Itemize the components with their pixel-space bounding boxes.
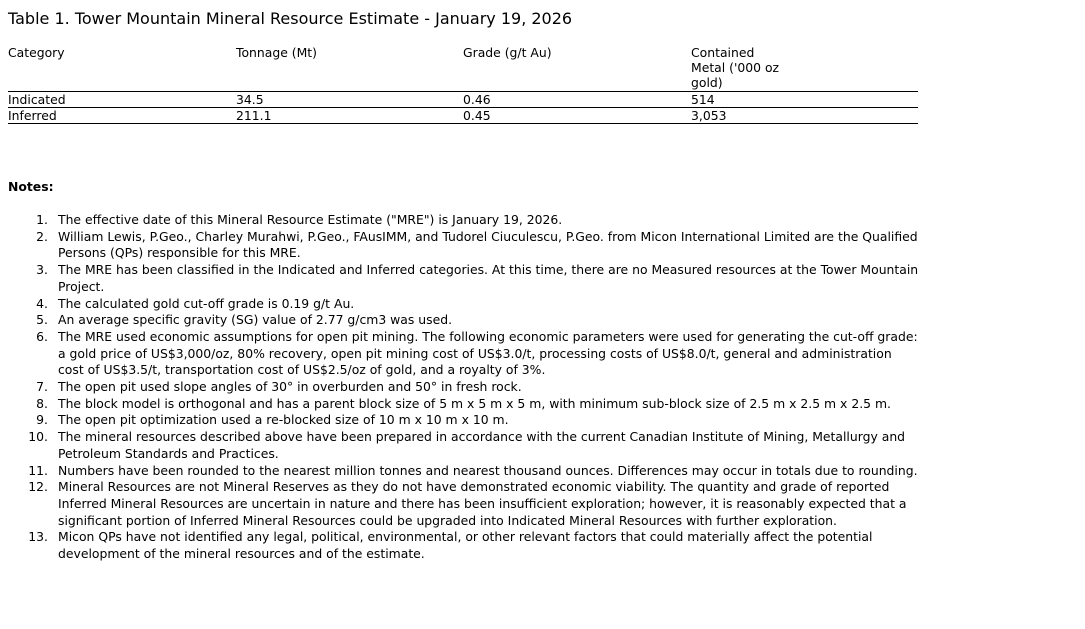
note-text: The effective date of this Mineral Resou… — [58, 212, 563, 227]
note-text: The MRE used economic assumptions for op… — [58, 328, 918, 378]
table-header-row: Category Tonnage (Mt) Grade (g/t Au) Con… — [8, 45, 918, 92]
cell-grade: 0.46 — [463, 92, 491, 107]
note-number: 4. — [36, 295, 48, 311]
note-item: 8. The block model is orthogonal and has … — [36, 395, 920, 413]
cell-tonnage: 34.5 — [236, 92, 264, 107]
cell-category: Inferred — [8, 108, 57, 123]
note-number: 11. — [28, 462, 48, 478]
note-number: 9. — [36, 412, 48, 428]
note-number: 1. — [36, 212, 48, 227]
note-number: 5. — [36, 312, 48, 328]
note-number: 2. — [36, 228, 48, 244]
table-row: Indicated 34.5 0.46 514 — [8, 92, 918, 108]
note-item: 13. Micon QPs have not identified any leg… — [28, 529, 920, 562]
header-grade: Grade (g/t Au) — [463, 45, 552, 60]
note-number: 8. — [36, 395, 48, 411]
note-text: The open pit used slope angles of 30° in… — [58, 379, 522, 395]
note-item: 7. The open pit used slope angles of 30° … — [36, 379, 920, 396]
note-number: 6. — [36, 328, 48, 344]
cell-contained-metal: 514 — [691, 92, 715, 107]
header-contained-metal: Contained Metal ('000 oz gold) — [691, 45, 780, 90]
cell-contained-metal: 3,053 — [691, 108, 727, 123]
note-text: William Lewis, P.Geo., Charley Murahwi, … — [58, 228, 918, 261]
header-category: Category — [8, 45, 65, 60]
table-title: Table 1. Tower Mountain Mineral Resource… — [8, 9, 573, 28]
note-text: The open pit optimization used a re-bloc… — [58, 412, 509, 428]
notes-list: 1. The effective date of this Mineral Res… — [28, 212, 920, 563]
note-number: 13. — [28, 529, 48, 545]
note-text: The block model is orthogonal and has a … — [58, 395, 891, 411]
note-text: The MRE has been classified in the Indic… — [58, 262, 919, 294]
header-tonnage: Tonnage (Mt) — [236, 45, 317, 60]
note-item: 2. William Lewis, P.Geo., Charley Murahwi… — [36, 228, 920, 262]
cell-category: Indicated — [8, 92, 66, 107]
note-number: 12. — [28, 479, 48, 495]
table-row: Inferred 211.1 0.45 3,053 — [8, 108, 918, 124]
note-item: 11. Numbers have been rounded to the near… — [28, 462, 920, 480]
cell-grade: 0.45 — [463, 108, 491, 123]
note-item: 4. The calculated gold cut-off grade is 0… — [36, 295, 920, 313]
note-item: 9. The open pit optimization used a re-bl… — [36, 412, 920, 429]
resource-table: Category Tonnage (Mt) Grade (g/t Au) Con… — [8, 45, 918, 124]
note-text: The calculated gold cut-off grade is 0.1… — [58, 295, 355, 311]
note-item: 3. The MRE has been classified in the Ind… — [36, 262, 920, 295]
note-item: 6. The MRE used economic assumptions for … — [36, 328, 920, 379]
note-number: 3. — [36, 262, 48, 278]
note-item: 12. Mineral Resources are not Mineral Res… — [28, 479, 920, 529]
note-text: The mineral resources described above ha… — [58, 429, 906, 461]
note-item: 5. An average specific gravity (SG) value… — [36, 312, 920, 329]
note-text: Micon QPs have not identified any legal,… — [58, 529, 873, 562]
note-item: 10. The mineral resources described above… — [28, 429, 920, 462]
note-number: 7. — [36, 379, 48, 395]
note-text: Mineral Resources are not Mineral Reserv… — [58, 479, 907, 528]
notes-heading: Notes: — [8, 179, 54, 194]
note-text: An average specific gravity (SG) value o… — [58, 312, 453, 328]
note-number: 10. — [28, 429, 48, 445]
cell-tonnage: 211.1 — [236, 108, 272, 123]
note-item: 1. The effective date of this Mineral Res… — [36, 212, 920, 229]
note-text: Numbers have been rounded to the nearest… — [58, 462, 918, 478]
